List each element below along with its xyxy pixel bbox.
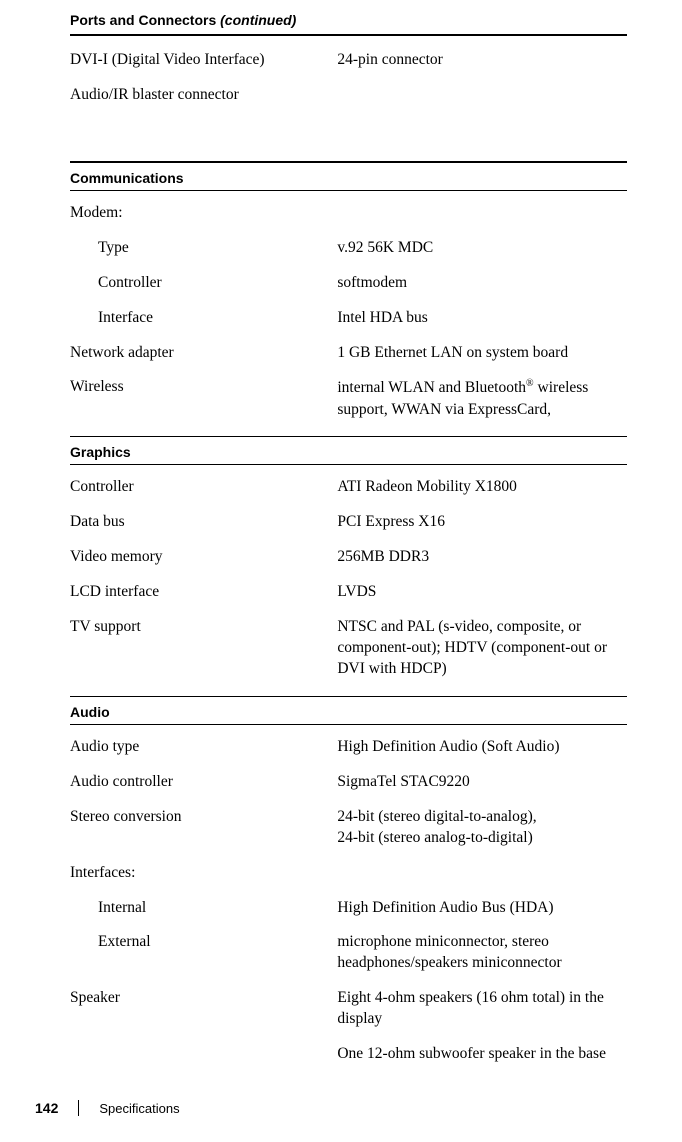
spec-value: 1 GB Ethernet LAN on system board (337, 339, 627, 374)
spec-value: v.92 56K MDC (337, 234, 627, 269)
table-row: Network adapter1 GB Ethernet LAN on syst… (70, 339, 627, 374)
communications-table: Modem: Typev.92 56K MDC Controllersoftmo… (70, 199, 627, 431)
graphics-section-header: Graphics (70, 436, 627, 465)
footer-title: Specifications (99, 1101, 179, 1116)
table-row: Typev.92 56K MDC (70, 234, 627, 269)
table-row: InterfaceIntel HDA bus (70, 304, 627, 339)
table-row: InternalHigh Definition Audio Bus (HDA) (70, 894, 627, 929)
spec-value: NTSC and PAL (s-video, composite, or com… (337, 613, 627, 690)
audio-section-header: Audio (70, 696, 627, 725)
spec-label: Stereo conversion (70, 803, 337, 859)
spec-value: softmodem (337, 269, 627, 304)
table-row: Externalmicrophone miniconnector, stereo… (70, 928, 627, 984)
spec-label: Interface (70, 304, 337, 339)
wireless-text-1: internal WLAN and Bluetooth (337, 380, 526, 397)
communications-section-header: Communications (70, 161, 627, 191)
table-row: LCD interfaceLVDS (70, 578, 627, 613)
spec-value: microphone miniconnector, stereo headpho… (337, 928, 627, 984)
table-row: One 12-ohm subwoofer speaker in the base (70, 1040, 627, 1075)
spec-label: Controller (70, 473, 337, 508)
ports-table: DVI-I (Digital Video Interface)24-pin co… (70, 46, 627, 116)
table-row: Audio typeHigh Definition Audio (Soft Au… (70, 733, 627, 768)
table-row: Data busPCI Express X16 (70, 508, 627, 543)
spec-label: Wireless (70, 373, 337, 430)
table-row: Video memory256MB DDR3 (70, 543, 627, 578)
spec-label: Speaker (70, 984, 337, 1040)
table-row: Audio/IR blaster connector (70, 81, 627, 116)
spec-value: 24-pin connector (337, 46, 627, 81)
spec-label: Internal (70, 894, 337, 929)
spec-value: High Definition Audio (Soft Audio) (337, 733, 627, 768)
spec-value: 24-bit (stereo digital-to-analog), 24-bi… (337, 803, 627, 859)
spec-value: Eight 4-ohm speakers (16 ohm total) in t… (337, 984, 627, 1040)
spec-label: Video memory (70, 543, 337, 578)
spec-label: Data bus (70, 508, 337, 543)
spec-label: TV support (70, 613, 337, 690)
spec-value: SigmaTel STAC9220 (337, 768, 627, 803)
spec-value: PCI Express X16 (337, 508, 627, 543)
table-row: TV supportNTSC and PAL (s-video, composi… (70, 613, 627, 690)
spec-value: 256MB DDR3 (337, 543, 627, 578)
spec-value (337, 81, 627, 116)
table-row: SpeakerEight 4-ohm speakers (16 ohm tota… (70, 984, 627, 1040)
table-row: ControllerATI Radeon Mobility X1800 (70, 473, 627, 508)
spec-label: Audio type (70, 733, 337, 768)
spec-label: Modem: (70, 199, 337, 234)
spec-label: Audio controller (70, 768, 337, 803)
ports-section-header: Ports and Connectors (continued) (70, 12, 627, 36)
page-number: 142 (35, 1100, 58, 1116)
registered-symbol: ® (526, 378, 534, 389)
table-row: Controllersoftmodem (70, 269, 627, 304)
spec-value (337, 859, 627, 894)
ports-header-text: Ports and Connectors (70, 12, 216, 28)
spec-label (70, 1040, 337, 1075)
table-row: Wirelessinternal WLAN and Bluetooth® wir… (70, 373, 627, 430)
spec-value: High Definition Audio Bus (HDA) (337, 894, 627, 929)
table-row: Audio controllerSigmaTel STAC9220 (70, 768, 627, 803)
table-row: Modem: (70, 199, 627, 234)
ports-header-continued: (continued) (220, 12, 296, 28)
spec-label: LCD interface (70, 578, 337, 613)
table-row: DVI-I (Digital Video Interface)24-pin co… (70, 46, 627, 81)
spec-label: DVI-I (Digital Video Interface) (70, 46, 337, 81)
table-row: Stereo conversion24-bit (stereo digital-… (70, 803, 627, 859)
spec-label: Controller (70, 269, 337, 304)
spec-value (337, 199, 627, 234)
spec-value: internal WLAN and Bluetooth® wireless su… (337, 373, 627, 430)
footer-divider (78, 1100, 79, 1116)
spec-label: Network adapter (70, 339, 337, 374)
spec-value: One 12-ohm subwoofer speaker in the base (337, 1040, 627, 1075)
spec-label: Interfaces: (70, 859, 337, 894)
spec-label: External (70, 928, 337, 984)
spec-label: Audio/IR blaster connector (70, 81, 337, 116)
spec-label: Type (70, 234, 337, 269)
page-footer: 142 Specifications (35, 1100, 180, 1116)
spec-value: LVDS (337, 578, 627, 613)
spec-value: ATI Radeon Mobility X1800 (337, 473, 627, 508)
table-row: Interfaces: (70, 859, 627, 894)
spec-value: Intel HDA bus (337, 304, 627, 339)
graphics-table: ControllerATI Radeon Mobility X1800 Data… (70, 473, 627, 689)
audio-table: Audio typeHigh Definition Audio (Soft Au… (70, 733, 627, 1075)
